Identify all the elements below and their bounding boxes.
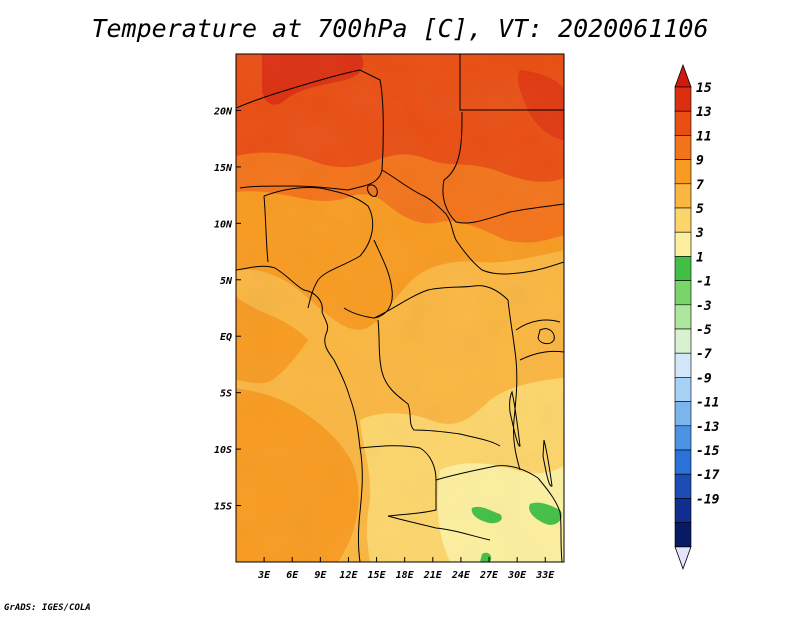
colorbar-level-label: 9 [696, 154, 704, 169]
lon-tick-label: 24E [451, 570, 471, 581]
longitude-axis: 3E 6E 9E 12E 15E 18E 21E 24E 27E 30E 33E [257, 557, 555, 581]
colorbar-level-label: -5 [696, 323, 712, 338]
border-mozambique [537, 477, 563, 562]
colorbar-top-arrow [674, 63, 692, 88]
lat-tick-label: 10S [214, 445, 232, 456]
colorbar-level-label: -15 [696, 444, 720, 459]
border-sudan-north [442, 111, 564, 224]
colorbar-swatch [674, 207, 692, 233]
colorbar-swatch [674, 280, 692, 306]
lon-tick-label: 30E [507, 570, 527, 581]
colorbar-level-label: -1 [696, 275, 712, 290]
colorbar-swatch [674, 425, 692, 451]
border-drc-north [377, 319, 501, 447]
colorbar-level-label: -7 [696, 347, 712, 362]
border-namibia [387, 515, 491, 541]
colorbar-level-label: -17 [696, 468, 720, 483]
border-car [373, 285, 509, 319]
lon-tick-label: 18E [396, 570, 415, 581]
lat-tick-label: 10N [214, 219, 233, 230]
colorbar-level-label: 13 [696, 105, 712, 120]
colorbar-level-label: -19 [696, 492, 720, 507]
lon-tick-label: 9E [314, 570, 327, 581]
border-chad-sudan [381, 169, 564, 275]
latitude-axis: 20N 15N 10N 5N EQ 5S 10S 15S [213, 106, 241, 513]
colorbar-swatch [674, 522, 692, 548]
colorbar-level-label: -9 [696, 371, 712, 386]
colorbar-swatch [674, 449, 692, 475]
lon-tick-label: 21E [423, 570, 443, 581]
lon-tick-label: 15E [368, 570, 387, 581]
colorbar-swatch [674, 135, 692, 160]
lake-victoria [537, 328, 555, 345]
lat-tick-label: 5N [220, 276, 233, 287]
colorbar-swatch [674, 110, 692, 136]
temperature-field [236, 54, 564, 562]
border-east-africa [515, 319, 564, 361]
colorbar-level-label: 1 [696, 250, 704, 265]
lon-tick-label: 3E [257, 570, 271, 581]
colorbar-level-label: 15 [696, 81, 712, 96]
boundaries [236, 54, 564, 562]
colorbar-swatch [674, 86, 692, 112]
grads-credit: GrADS: IGES/COLA [4, 603, 91, 613]
lake-malawi [542, 439, 553, 487]
colorbar-level-label: 7 [696, 178, 704, 193]
colorbar-level-label: -13 [696, 420, 720, 435]
lon-tick-label: 33E [535, 570, 555, 581]
lat-tick-label: 5S [220, 389, 232, 400]
colorbar-level-label: 3 [695, 226, 704, 241]
lake-chad [367, 184, 378, 197]
lat-tick-label: 15S [214, 502, 232, 513]
colorbar-level-label: -3 [696, 299, 712, 314]
map-frame [235, 53, 565, 563]
colorbar-swatch [674, 159, 692, 185]
colorbar-level-label: 5 [696, 202, 704, 217]
colorbar-swatch [674, 328, 692, 354]
colorbar: 15 13 11 9 7 5 3 1 -1 -3 -5 -7 -9 -11 -13 -15 -17 -19 [674, 63, 720, 570]
colorbar-level-label: 11 [696, 129, 712, 144]
colorbar-swatch [674, 377, 692, 402]
border-zambia [435, 465, 539, 481]
border-cameroon [343, 239, 393, 319]
lon-tick-label: 6E [286, 570, 299, 581]
colorbar-swatch [674, 304, 692, 330]
colorbar-swatch [674, 401, 692, 427]
lon-tick-label: 27E [479, 570, 499, 581]
field-texture [236, 54, 564, 562]
border-nigeria [263, 187, 374, 309]
colorbar-swatch [674, 256, 692, 281]
border-drc-east [507, 299, 521, 471]
colorbar-swatch [674, 352, 692, 378]
border-egypt [459, 54, 564, 111]
lon-tick-label: 12E [339, 570, 358, 581]
border-angola [359, 445, 437, 517]
lat-tick-label: 20N [213, 106, 233, 117]
colorbar-level-label: -11 [696, 396, 719, 411]
lake-tanganyika [509, 390, 521, 447]
colorbar-swatch [674, 498, 692, 523]
lat-tick-label: 15N [214, 163, 233, 174]
lat-tick-label: EQ [220, 332, 232, 343]
colorbar-bottom-arrow [674, 546, 692, 570]
map-title: Temperature at 700hPa [C], VT: 202006110… [91, 14, 709, 43]
colorbar-swatch [674, 231, 692, 257]
colorbar-swatch [674, 473, 692, 499]
border-north-sahara [236, 69, 384, 191]
colorbar-swatch [674, 183, 692, 209]
coastline-gulf-of-guinea [236, 265, 363, 562]
